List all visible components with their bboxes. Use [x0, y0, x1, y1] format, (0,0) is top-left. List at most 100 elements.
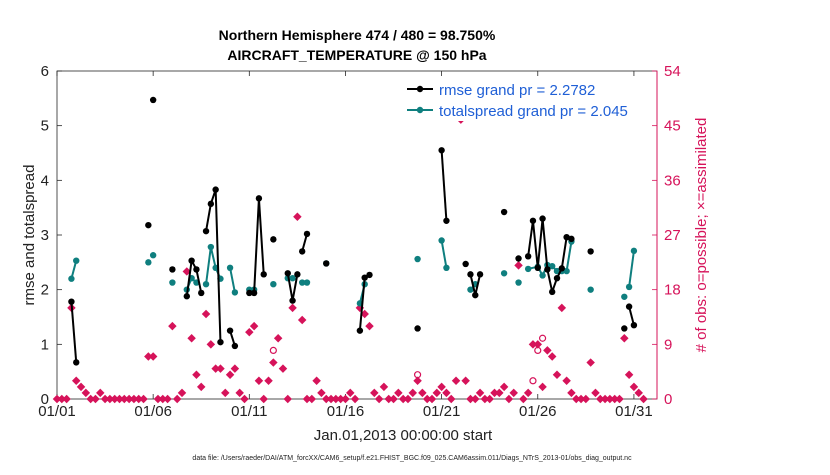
- totalspread-point: [207, 243, 215, 251]
- rmse-point: [534, 264, 541, 271]
- obs-possible-marker: [529, 377, 537, 385]
- obs-assimilated-marker: [591, 388, 600, 398]
- obs-assimilated-marker: [71, 376, 81, 386]
- rmse-point: [207, 200, 215, 208]
- rmse-point: [414, 325, 421, 332]
- obs-assimilated-marker: [341, 394, 350, 404]
- rmse-point: [226, 327, 234, 334]
- y-tick-label-right: 9: [664, 336, 672, 353]
- rmse-point: [270, 236, 277, 243]
- obs-assimilated-marker: [437, 382, 446, 392]
- rmse-line: [185, 257, 203, 297]
- obs-assimilated-marker: [389, 394, 398, 404]
- obs-assimilated-marker: [144, 352, 153, 361]
- obs-assimilated-marker: [81, 388, 91, 398]
- obs-assimilated-marker: [96, 388, 105, 398]
- axes: 01/01 01/06 01/11 01/16 01/21 01/26 01/31 0 1 2 3 4…: [38, 63, 680, 420]
- obs-assimilated-marker: [620, 334, 629, 343]
- totalspread-point: [443, 264, 450, 271]
- totalspread-point: [548, 262, 556, 270]
- y-tick-label-left: 4: [41, 172, 49, 189]
- totalspread-point: [438, 237, 445, 244]
- obs-assimilated-marker: [403, 394, 413, 404]
- rmse-point: [568, 235, 575, 243]
- rmse-point: [621, 325, 628, 332]
- rmse-line: [358, 277, 366, 331]
- totalspread-line: [440, 240, 448, 268]
- rmse-point: [630, 322, 638, 329]
- obs-assimilated-marker: [321, 394, 331, 404]
- obs-assimilated-marker: [288, 303, 297, 313]
- rmse-point: [294, 271, 301, 278]
- rmse-point: [462, 260, 469, 268]
- legend-box: [404, 77, 650, 121]
- obs-assimilated-marker: [120, 394, 129, 404]
- obs-assimilated-marker: [413, 376, 422, 386]
- y-tick-label-right: 45: [664, 118, 681, 135]
- y-tick-label-right: 36: [664, 172, 681, 189]
- totalspread-point: [539, 272, 546, 279]
- obs-assimilated-marker: [336, 394, 345, 404]
- obs-assimilated-marker: [115, 394, 124, 404]
- rmse-point: [524, 253, 532, 260]
- obs-assimilated-marker: [374, 394, 384, 404]
- totalspread-point: [145, 259, 152, 266]
- rmse-point: [198, 289, 205, 297]
- obs-assimilated-marker: [365, 321, 374, 331]
- obs-assimilated-marker: [446, 394, 456, 404]
- obs-assimilated-marker: [422, 394, 432, 404]
- legend-marker-rmse: [416, 85, 424, 93]
- totalspread-point: [73, 257, 80, 264]
- totalspread-point: [231, 289, 239, 296]
- obs-assimilated-marker: [629, 382, 639, 392]
- obs-assimilated-marker: [293, 212, 302, 222]
- rmse-point: [587, 248, 594, 255]
- rmse-point: [366, 271, 373, 279]
- rmse-point: [260, 271, 267, 278]
- chart-title: Northern Hemisphere 474 / 480 = 98.750%: [219, 27, 496, 43]
- rmse-point: [298, 248, 306, 255]
- rmse-point: [500, 208, 508, 216]
- obs-assimilated-marker: [196, 382, 206, 392]
- obs-assimilated-marker: [509, 388, 518, 398]
- obs-assimilated-marker: [283, 394, 293, 404]
- obs-assimilated-marker: [86, 394, 95, 404]
- totalspread-point: [515, 279, 522, 286]
- obs-assimilated-marker: [110, 394, 119, 404]
- obs-assimilated-marker: [259, 394, 268, 404]
- rmse-point: [625, 303, 633, 310]
- rmse-point: [188, 257, 195, 264]
- obs-assimilated-marker: [418, 388, 427, 398]
- obs-assimilated-marker: [129, 394, 139, 404]
- obs-assimilated-marker: [384, 394, 393, 404]
- plot-frame: [56, 70, 658, 400]
- obs-assimilated-marker: [499, 382, 509, 392]
- obs-assimilated-marker: [350, 394, 360, 404]
- rmse-series: [68, 96, 638, 366]
- obs-assimilated-marker: [52, 394, 62, 404]
- obs-assimilated-marker: [398, 394, 408, 404]
- obs-assimilated-marker: [475, 388, 485, 398]
- rmse-point: [361, 274, 368, 281]
- y-axis-label-right: # of obs: o=possible; ×=assimilated: [693, 118, 710, 353]
- rmse-point: [284, 270, 291, 277]
- totalspread-point: [303, 279, 311, 286]
- obs-assimilated-marker: [225, 370, 235, 379]
- rmse-point: [202, 227, 210, 235]
- y-tick-label-left: 6: [41, 63, 49, 80]
- obs-assimilated-marker: [461, 376, 470, 386]
- obs-count-series: [52, 103, 648, 404]
- obs-assimilated-marker: [370, 388, 379, 398]
- x-axis-label: Jan.01,2013 00:00:00 start: [314, 427, 493, 444]
- obs-assimilated-marker: [432, 388, 442, 398]
- obs-assimilated-marker: [249, 321, 259, 331]
- rmse-point: [553, 274, 561, 282]
- obs-assimilated-marker: [278, 364, 288, 373]
- obs-assimilated-marker: [576, 394, 586, 404]
- obs-assimilated-marker: [346, 388, 355, 398]
- obs-assimilated-marker: [471, 394, 480, 404]
- obs-assimilated-marker: [163, 394, 172, 404]
- obs-assimilated-marker: [567, 388, 576, 398]
- obs-assimilated-marker: [528, 340, 538, 349]
- totalspread-line: [628, 250, 635, 288]
